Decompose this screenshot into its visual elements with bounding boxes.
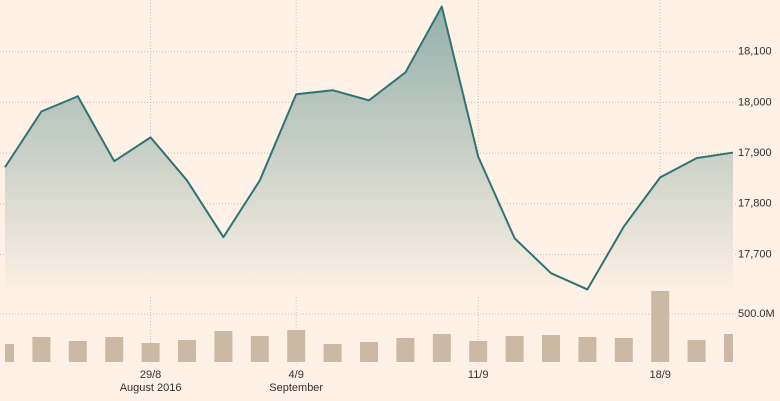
- volume-bar: [651, 290, 670, 362]
- y-tick-label: 17,700: [738, 248, 772, 260]
- volume-bar: [68, 340, 87, 362]
- volume-bar: [724, 333, 733, 362]
- x-sublabel: August 2016: [120, 382, 182, 394]
- volume-bar: [542, 335, 560, 362]
- volume-bar: [432, 333, 451, 362]
- volume-bar: [578, 337, 597, 362]
- area-layer: [4, 5, 734, 295]
- y-tick-label: 18,000: [738, 96, 772, 108]
- volume-bar: [360, 342, 378, 362]
- volume-bar: [105, 337, 124, 362]
- y-tick-label: 17,800: [738, 198, 772, 210]
- volume-bar: [141, 342, 160, 362]
- x-tick-label: 11/9: [468, 369, 489, 381]
- volume-bar: [396, 338, 415, 362]
- volume-bar: [505, 335, 524, 362]
- price-line: [4, 5, 734, 291]
- y-tick-label: 17,900: [738, 147, 772, 159]
- y-tick-label: 18,100: [738, 46, 772, 58]
- volume-bar: [5, 343, 14, 362]
- bar-layer: [5, 290, 733, 362]
- volume-bar: [687, 340, 706, 362]
- x-tick-label: 4/9: [289, 369, 304, 381]
- volume-bar: [32, 337, 51, 362]
- area-fill: [5, 6, 733, 295]
- y-tick-label: 500.0M: [738, 308, 775, 320]
- volume-bar: [214, 330, 233, 362]
- x-sublabel: September: [269, 382, 323, 394]
- volume-bar: [469, 340, 488, 362]
- x-tick-label: 29/8: [140, 369, 161, 381]
- volume-bar: [323, 343, 342, 362]
- volume-bar: [250, 335, 269, 362]
- volume-bar: [614, 338, 633, 362]
- x-tick-label: 18/9: [649, 369, 670, 381]
- volume-bar: [178, 340, 196, 362]
- volume-bar: [287, 330, 306, 362]
